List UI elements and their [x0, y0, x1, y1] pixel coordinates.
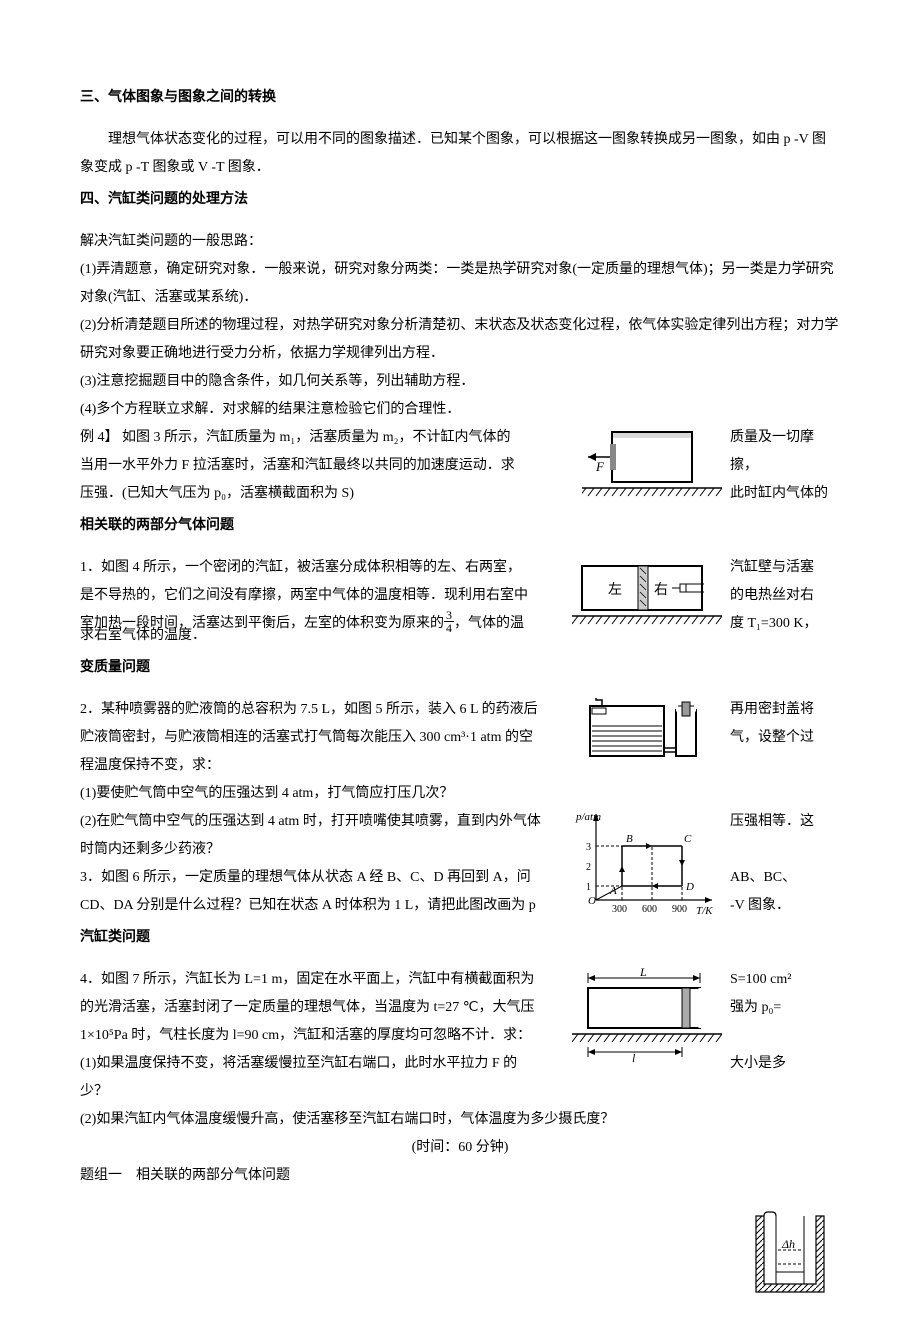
q3-r1: AB、BC、	[730, 864, 840, 892]
q2-l1: 2．某种喷雾器的贮液筒的总容积为 7.5 L，如图 5 所示，装入 6 L 的药…	[80, 696, 574, 724]
q1-l2: 是不导热的，它们之间没有摩擦，两室中气体的温度相等．现利用右室中	[80, 582, 564, 610]
q2-l3: 程温度保持不变，求：	[80, 752, 574, 780]
figure-utube-wrap: Δh	[80, 1210, 840, 1300]
section4-p0: 解决汽缸类问题的一般思路：	[80, 228, 840, 256]
figure3: F	[582, 424, 722, 504]
q4-sub1: (1)如果温度保持不变，将活塞缓慢拉至汽缸右端口，此时水平拉力 F 的	[80, 1050, 564, 1078]
q1-row: 1．如图 4 所示，一个密闭的汽缸，被活塞分成体积相等的左、右两室， 是不导热的…	[80, 554, 840, 650]
section3-p1: 理想气体状态变化的过程，可以用不同的图象描述．已知某个图象，可以根据这一图象转换…	[80, 126, 840, 182]
ex4-l3: 压强．(已知大气压为 p₀，活塞横截面积为 S)	[80, 480, 574, 508]
q2-sub2-cont: 时筒内还剩多少药液？	[80, 836, 564, 864]
ex4-l2: 当用一水平外力 F 拉活塞时，活塞和汽缸最终以共同的加速度运动．求	[80, 452, 574, 480]
example4-row1: 例 4】 如图 3 所示，汽缸质量为 m₁，活塞质量为 m₂，不计缸内气体的 当…	[80, 424, 840, 508]
q2-r1: 再用密封盖将	[730, 696, 840, 724]
section4-p4: (4)多个方程联立求解．对求解的结果注意检验它们的合理性．	[80, 396, 840, 424]
q1-r1: 汽缸壁与活塞	[730, 554, 840, 582]
q3-l2: CD、DA 分别是什么过程？已知在状态 A 时体积为 1 L，请把此图改画为 p	[80, 892, 564, 920]
q4-l3: 1×10⁵Pa 时，气柱长度为 l=90 cm，汽缸和活塞的厚度均可忽略不计．求…	[80, 1022, 564, 1050]
svg-text:O: O	[588, 895, 596, 907]
svg-text:3: 3	[586, 842, 591, 853]
svg-text:p/atm: p/atm	[575, 811, 601, 823]
q1-r3: 度 T₁=300 K，	[730, 610, 840, 638]
svg-text:300: 300	[612, 904, 627, 915]
section4-p2: (2)分析清楚题目所述的物理过程，对热学研究对象分析清楚初、末状态及状态变化过程…	[80, 312, 840, 368]
figure4: 左 右	[572, 554, 722, 632]
q1-frac-bot: 4	[444, 622, 454, 634]
ex4-l1: 如图 3 所示，汽缸质量为 m₁，活塞质量为 m₂，不计缸内气体的	[122, 430, 511, 445]
varmass-title: 变质量问题	[80, 654, 840, 682]
figure5	[582, 696, 722, 766]
q4-r1: S=100 cm²	[730, 966, 840, 994]
svg-text:F: F	[595, 459, 605, 474]
svg-text:600: 600	[642, 904, 657, 915]
q2-sub2-row: (2)在贮气筒中空气的压强达到 4 atm 时，打开喷嘴使其喷雾，直到内外气体 …	[80, 808, 840, 920]
q2-row: 2．某种喷雾器的贮液筒的总容积为 7.5 L，如图 5 所示，装入 6 L 的药…	[80, 696, 840, 780]
q1-l1: 1．如图 4 所示，一个密闭的汽缸，被活塞分成体积相等的左、右两室，	[80, 554, 564, 582]
q4-r2: 强为 p₀=	[730, 994, 840, 1022]
q4-l2: 的光滑活塞，活塞封闭了一定质量的理想气体，当温度为 t=27 ℃，大气压	[80, 994, 564, 1022]
q4-sub1-cont: 少？	[80, 1078, 840, 1106]
q4-sub1-r: 大小是多	[730, 1050, 840, 1078]
svg-text:D: D	[685, 881, 694, 893]
section3-title: 三、气体图象与图象之间的转换	[80, 84, 840, 112]
q4-l1: 4．如图 7 所示，汽缸长为 L=1 m，固定在水平面上，汽缸中有横截面积为	[80, 966, 564, 994]
svg-text:l: l	[632, 1051, 636, 1065]
svg-text:2: 2	[586, 862, 591, 873]
q2-sub2-r: 压强相等．这	[730, 808, 840, 836]
q1-l3-mid: ，气体的温	[454, 616, 524, 631]
q4-sub2: (2)如果汽缸内气体温度缓慢升高，使活塞移至汽缸右端口时，气体温度为多少摄氏度？	[80, 1106, 840, 1134]
cylinder-title: 汽缸类问题	[80, 924, 840, 952]
q3-r2: -V 图象．	[730, 892, 840, 920]
svg-text:A: A	[609, 885, 617, 897]
section4-p1: (1)弄清题意，确定研究对象．一般来说，研究对象分两类：一类是热学研究对象(一定…	[80, 256, 840, 312]
ex4-label: 例 4】	[80, 430, 119, 445]
section4-p3: (3)注意挖掘题目中的隐含条件，如几何关系等，列出辅助方程．	[80, 368, 840, 396]
q4-row: 4．如图 7 所示，汽缸长为 L=1 m，固定在水平面上，汽缸中有横截面积为 的…	[80, 966, 840, 1078]
figure7: L l	[572, 966, 722, 1066]
figure6-chart: p/atm T/K O 1 2 3 300 600 900	[572, 808, 722, 918]
svg-text:B: B	[626, 833, 633, 845]
svg-text:T/K: T/K	[696, 905, 713, 917]
ex4-r2: 此时缸内气体的	[730, 480, 840, 508]
figure-utube: Δh	[750, 1210, 840, 1300]
svg-text:L: L	[639, 966, 647, 979]
svg-text:900: 900	[672, 904, 687, 915]
q2-sub2-l: (2)在贮气筒中空气的压强达到 4 atm 时，打开喷嘴使其喷雾，直到内外气体	[80, 808, 564, 836]
q2-l2: 贮液筒密封，与贮液筒相连的活塞式打气筒每次能压入 300 cm³·1 atm 的…	[80, 724, 574, 752]
timer-line: (时间：60 分钟)	[80, 1134, 840, 1162]
q1-r2: 的电热丝对右	[730, 582, 840, 610]
related-title: 相关联的两部分气体问题	[80, 512, 840, 540]
group1: 题组一 相关联的两部分气体问题	[80, 1162, 840, 1190]
svg-text:C: C	[684, 833, 692, 845]
svg-text:1: 1	[586, 882, 591, 893]
svg-text:左: 左	[608, 582, 622, 598]
q2-r2: 气，设整个过	[730, 724, 840, 752]
q3-l1: 3．如图 6 所示，一定质量的理想气体从状态 A 经 B、C、D 再回到 A，问	[80, 864, 564, 892]
svg-text:Δh: Δh	[781, 1237, 795, 1251]
q2-sub1: (1)要使贮气筒中空气的压强达到 4 atm，打气筒应打压几次？	[80, 780, 840, 808]
svg-text:右: 右	[654, 582, 668, 598]
ex4-r1: 质量及一切摩擦，	[730, 424, 840, 480]
section4-title: 四、汽缸类问题的处理方法	[80, 186, 840, 214]
